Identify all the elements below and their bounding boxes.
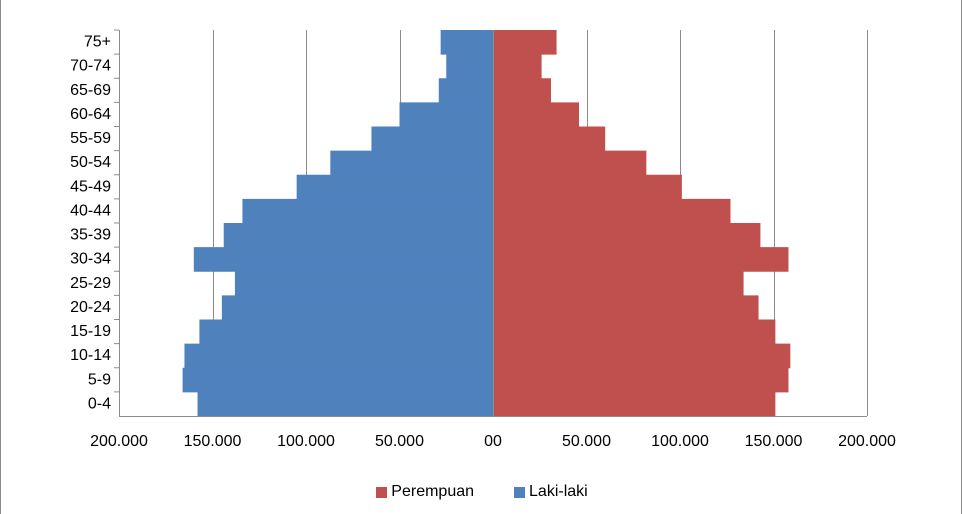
- bar-laki-laki-15-19: [199, 319, 493, 345]
- legend-label-laki-laki: Laki-laki: [529, 483, 588, 500]
- bar-perempuan-15-19: [493, 319, 776, 345]
- bar-perempuan-45-49: [493, 174, 682, 200]
- x-tick-label-6: 100.000: [651, 433, 709, 450]
- legend-swatch-laki-laki: [514, 486, 526, 498]
- bar-laki-laki-60-64: [399, 102, 493, 127]
- legend-item-perempuan: Perempuan: [376, 483, 474, 501]
- y-tick-label-10-14: 10-14: [70, 347, 111, 364]
- y-tick-label-75+: 75+: [84, 34, 111, 51]
- bar-laki-laki-70-74: [446, 54, 493, 79]
- bar-laki-laki-30-34: [193, 247, 494, 272]
- bar-perempuan-20-24: [493, 295, 759, 320]
- bar-laki-laki-25-29: [234, 271, 493, 296]
- bar-laki-laki-65-69: [438, 78, 493, 103]
- y-tick-label-35-39: 35-39: [70, 227, 111, 244]
- bar-perempuan-25-29: [493, 271, 744, 296]
- bar-perempuan-60-64: [493, 102, 580, 127]
- legend: Perempuan Laki-laki: [1, 480, 962, 504]
- bar-laki-laki-5-9: [182, 367, 493, 393]
- x-tick-label-4: 00: [484, 433, 502, 450]
- x-tick-label-2: 100.000: [277, 433, 335, 450]
- bar-laki-laki-55-59: [371, 126, 493, 152]
- y-tick-label-45-49: 45-49: [70, 178, 111, 195]
- x-tick-label-1: 150.000: [184, 433, 242, 450]
- bar-perempuan-55-59: [493, 126, 606, 152]
- y-tick-label-15-19: 15-19: [70, 323, 111, 340]
- y-tick-label-30-34: 30-34: [70, 251, 111, 268]
- population-pyramid-chart: 0-4 5-9 10-14 15-19 20-24 25-29 30-34 35-39 40-4…: [70, 29, 896, 450]
- y-tick-label-20-24: 20-24: [70, 299, 111, 316]
- legend-item-laki-laki: Laki-laki: [514, 483, 588, 501]
- y-tick-label-65-69: 65-69: [70, 82, 111, 99]
- bar-perempuan-30-34: [493, 247, 789, 272]
- legend-swatch-perempuan: [376, 486, 388, 498]
- bar-perempuan-65-69: [493, 78, 551, 103]
- y-tick-label-0-4: 0-4: [88, 395, 111, 412]
- y-tick-label-60-64: 60-64: [70, 106, 111, 123]
- y-tick-label-5-9: 5-9: [88, 371, 111, 388]
- bar-perempuan-0-4: [493, 391, 776, 417]
- bar-laki-laki-40-44: [242, 198, 493, 224]
- bar-perempuan-35-39: [493, 223, 761, 248]
- bar-perempuan-75+: [493, 30, 557, 55]
- x-tick-label-7: 150.000: [745, 433, 803, 450]
- bar-perempuan-5-9: [493, 367, 789, 393]
- bar-laki-laki-0-4: [197, 391, 494, 417]
- x-tick-label-0: 200.000: [90, 433, 148, 450]
- legend-label-perempuan: Perempuan: [391, 483, 475, 500]
- bar-laki-laki-75+: [440, 30, 493, 55]
- bar-laki-laki-50-54: [330, 150, 493, 176]
- x-tick-label-8: 200.000: [838, 433, 896, 450]
- y-tick-label-55-59: 55-59: [70, 130, 111, 147]
- bar-laki-laki-20-24: [221, 295, 493, 320]
- y-tick-label-50-54: 50-54: [70, 154, 111, 171]
- bar-perempuan-10-14: [493, 343, 791, 369]
- bar-laki-laki-45-49: [296, 174, 493, 200]
- bar-perempuan-70-74: [493, 54, 542, 79]
- x-tick-label-3: 50.000: [375, 433, 424, 450]
- y-tick-label-25-29: 25-29: [70, 275, 111, 292]
- bar-perempuan-50-54: [493, 150, 647, 176]
- y-tick-label-70-74: 70-74: [70, 58, 111, 75]
- bar-laki-laki-10-14: [184, 343, 493, 369]
- y-tick-label-40-44: 40-44: [70, 202, 111, 219]
- bar-perempuan-40-44: [493, 198, 731, 224]
- bar-laki-laki-35-39: [223, 223, 493, 248]
- x-tick-label-5: 50.000: [562, 433, 611, 450]
